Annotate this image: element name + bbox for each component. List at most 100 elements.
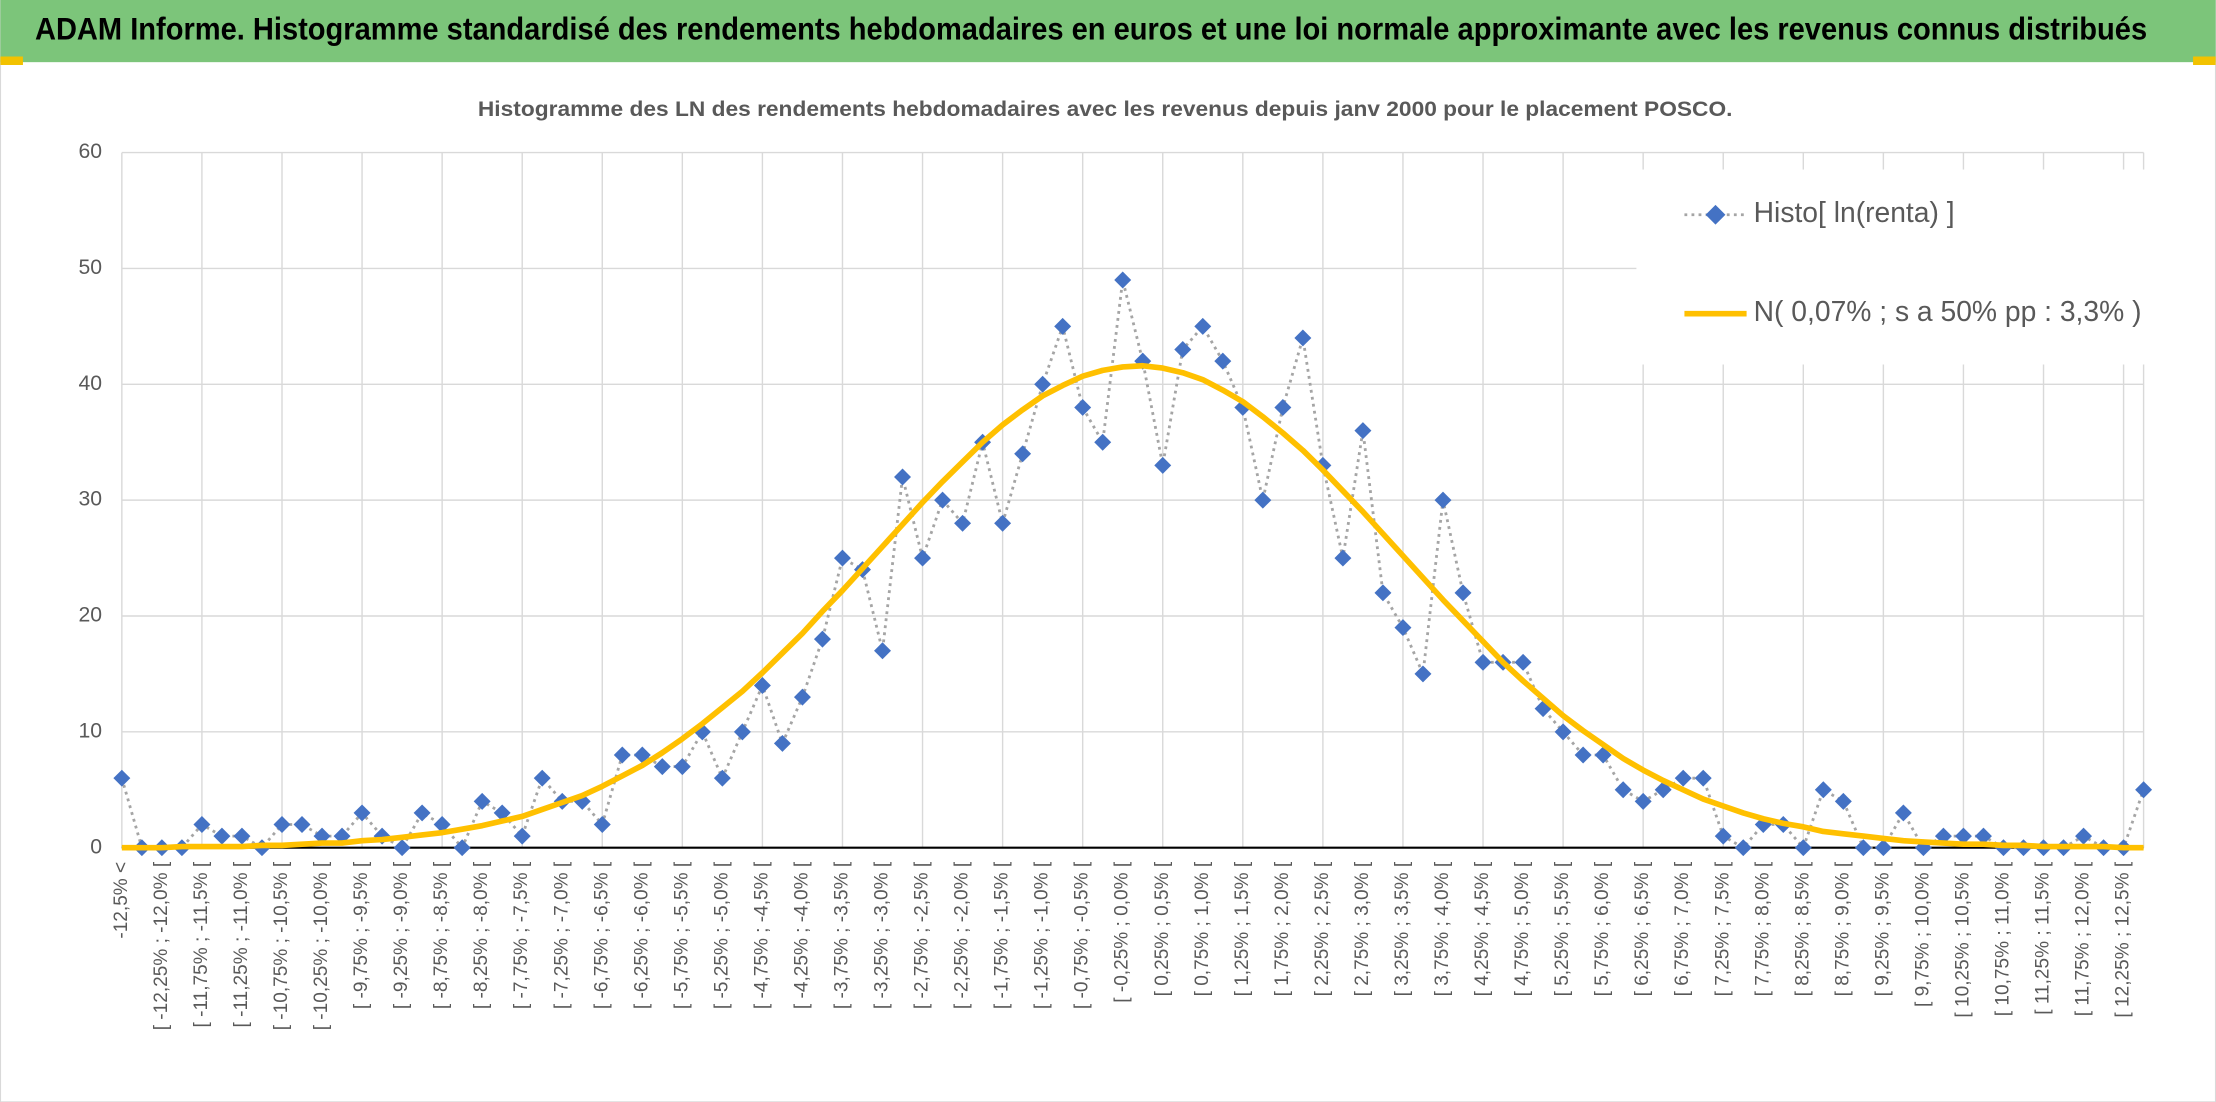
data-point	[1474, 653, 1492, 671]
data-point	[1234, 398, 1252, 416]
x-tick-label: [ 7,25% ; 7,5% [	[1712, 861, 1733, 996]
data-point	[1714, 827, 1732, 845]
data-point	[833, 549, 851, 567]
data-point	[2075, 827, 2093, 845]
x-tick-label: [ -12,25% ; -12,0% [	[151, 861, 172, 1030]
corner-left	[0, 56, 23, 65]
data-point	[1554, 723, 1572, 741]
data-point	[934, 491, 952, 509]
data-point	[773, 734, 791, 752]
y-tick-label: 40	[78, 372, 102, 395]
x-tick-label: [ 2,75% ; 3,0% [	[1352, 861, 1373, 996]
x-tick-label: [ 10,25% ; 10,5% [	[1952, 861, 1973, 1017]
legend-marker	[1705, 204, 1726, 225]
x-tick-label: [ 2,25% ; 2,5% [	[1312, 861, 1333, 996]
data-point	[1294, 329, 1312, 347]
data-point	[113, 769, 131, 787]
data-point	[413, 804, 431, 822]
data-point	[453, 839, 471, 857]
data-point	[653, 758, 671, 776]
y-tick-label: 10	[78, 719, 102, 742]
y-tick-label: 50	[78, 256, 102, 279]
data-point	[1454, 584, 1472, 602]
data-point	[1834, 792, 1852, 810]
data-point	[433, 816, 451, 833]
x-tick-label: [ -8,25% ; -8,0% [	[471, 861, 492, 1009]
data-point	[1674, 769, 1692, 787]
x-tick-label: [ -3,75% ; -3,5% [	[832, 861, 853, 1009]
x-tick-label: [ 5,75% ; 6,0% [	[1592, 861, 1613, 996]
x-tick-label: [ -0,75% ; -0,5% [	[1072, 861, 1093, 1009]
y-tick-label: 0	[90, 835, 102, 858]
x-tick-label: [ -8,75% ; -8,5% [	[431, 861, 452, 1009]
x-tick-label: [ -9,75% ; -9,5% [	[351, 861, 372, 1009]
title-banner	[0, 0, 2216, 63]
data-point	[1114, 271, 1132, 289]
x-tick-label: [ 4,25% ; 4,5% [	[1472, 861, 1493, 996]
x-tick-label: [ -5,75% ; -5,5% [	[671, 861, 692, 1009]
data-point	[513, 827, 531, 845]
data-point	[1094, 433, 1112, 451]
x-tick-label: [ -4,25% ; -4,0% [	[791, 861, 812, 1009]
x-tick-label: [ 6,25% ; 6,5% [	[1632, 861, 1653, 996]
x-tick-label: -12,5% <	[111, 862, 132, 939]
y-tick-label: 20	[78, 604, 102, 627]
x-tick-label: [ 6,75% ; 7,0% [	[1672, 861, 1693, 996]
data-point	[1954, 827, 1972, 845]
x-tick-label: [ 9,25% ; 9,5% [	[1872, 861, 1893, 996]
x-tick-label: [ 4,75% ; 5,0% [	[1512, 861, 1533, 996]
data-point	[673, 758, 691, 776]
data-point	[1854, 839, 1872, 857]
data-point	[2135, 781, 2153, 799]
data-point	[813, 630, 831, 648]
x-tick-label: [ 5,25% ; 5,5% [	[1552, 861, 1573, 996]
x-tick-label: [ 7,75% ; 8,0% [	[1752, 861, 1773, 996]
x-tick-label: [ 0,25% ; 0,5% [	[1152, 861, 1173, 996]
x-tick-label: [ -1,25% ; -1,0% [	[1032, 861, 1053, 1009]
x-tick-label: [ 0,75% ; 1,0% [	[1192, 861, 1213, 996]
x-tick-label: [ 9,75% ; 10,0% [	[1912, 861, 1933, 1007]
x-tick-label: [ 8,25% ; 8,5% [	[1792, 861, 1813, 996]
x-tick-label: [ 11,25% ; 11,5% [	[2033, 861, 2054, 1015]
data-point	[533, 769, 551, 787]
data-point	[273, 816, 291, 833]
x-tick-label: [ 3,25% ; 3,5% [	[1392, 861, 1413, 996]
x-tick-label: [ -2,75% ; -2,5% [	[912, 861, 933, 1009]
x-tick-label: [ -9,25% ; -9,0% [	[391, 861, 412, 1009]
data-point	[1154, 456, 1172, 474]
data-point	[733, 723, 751, 741]
x-tick-label: [ -7,75% ; -7,5% [	[511, 861, 532, 1009]
legend: Histo[ ln(renta) ] N( 0,07% ; s a 50% pp …	[1636, 169, 2148, 365]
data-point	[914, 549, 932, 567]
x-tick-label: [ 10,75% ; 11,0% [	[1993, 861, 2014, 1016]
legend-box	[1636, 169, 2148, 365]
data-point	[1634, 792, 1652, 810]
x-tick-label: [ 3,75% ; 4,0% [	[1432, 861, 1453, 996]
legend-label: Histo[ ln(renta) ]	[1754, 196, 1955, 228]
page-title: ADAM Informe. Histogramme standardisé de…	[35, 11, 2147, 46]
data-point	[1614, 781, 1632, 799]
data-point	[1694, 769, 1712, 787]
data-point	[793, 688, 811, 706]
data-point	[1334, 549, 1352, 567]
data-point	[994, 514, 1012, 532]
x-tick-label: [ -7,25% ; -7,0% [	[551, 861, 572, 1009]
data-point	[353, 804, 371, 822]
x-tick-label: [ -10,75% ; -10,5% [	[271, 861, 292, 1030]
x-tick-label: [ -11,75% ; -11,5% [	[191, 861, 212, 1027]
legend-label: N( 0,07% ; s a 50% pp : 3,3% )	[1754, 295, 2142, 327]
data-point	[293, 816, 311, 833]
x-tick-label: [ -0,25% ; 0,0% [	[1112, 861, 1133, 1003]
data-point	[1794, 839, 1812, 857]
data-point	[1974, 827, 1992, 845]
data-point	[233, 827, 251, 845]
x-tick-label: [ -6,75% ; -6,5% [	[591, 861, 612, 1009]
data-point	[1214, 352, 1232, 370]
y-tick-label: 60	[78, 140, 102, 163]
data-point	[393, 839, 411, 857]
data-point	[1874, 839, 1892, 857]
corner-right	[2193, 56, 2216, 65]
data-point	[753, 677, 771, 694]
data-point	[1434, 491, 1452, 509]
